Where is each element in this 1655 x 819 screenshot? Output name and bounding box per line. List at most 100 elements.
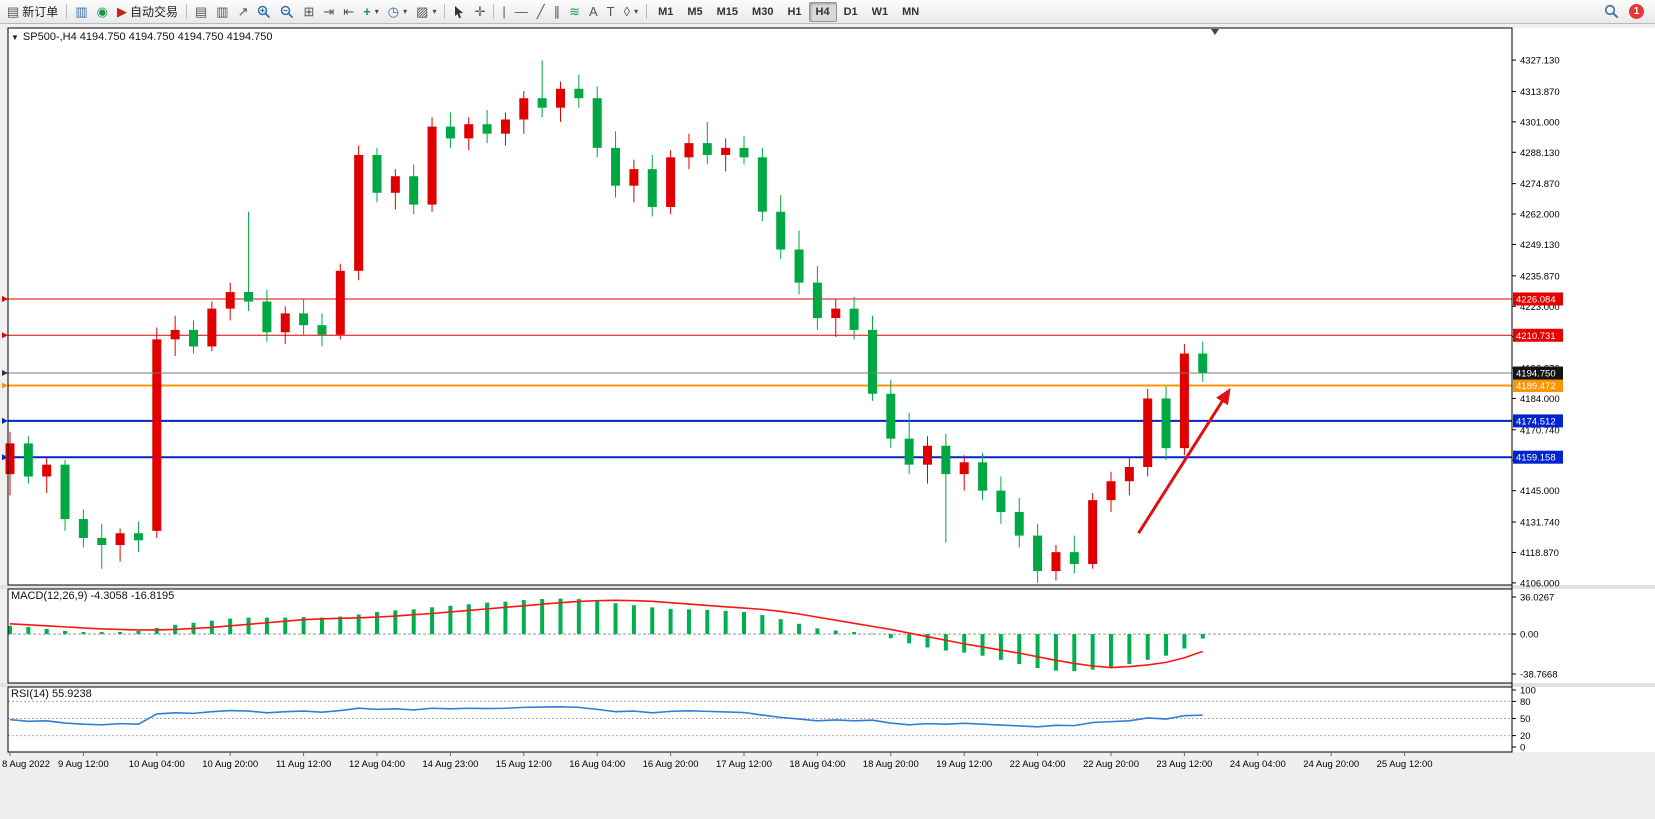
timeframe-h4[interactable]: H4 bbox=[808, 1, 837, 22]
chart-shift-marker[interactable] bbox=[1211, 29, 1219, 35]
timeframe-w1[interactable]: W1 bbox=[871, 5, 889, 18]
notification-badge[interactable]: 1 bbox=[1629, 4, 1644, 19]
svg-text:-38.7668: -38.7668 bbox=[1520, 670, 1558, 681]
toolbar-separator bbox=[444, 4, 446, 19]
chart-shift-button[interactable]: ⇤ bbox=[339, 2, 358, 22]
toolbar-separator bbox=[66, 4, 68, 19]
fibonacci-icon: ≋ bbox=[569, 4, 580, 19]
svg-text:23 Aug 12:00: 23 Aug 12:00 bbox=[1156, 759, 1212, 770]
candle-chart-icon: ▥ bbox=[216, 4, 229, 19]
vertical-line-button[interactable]: | bbox=[498, 2, 509, 22]
chevron-down-icon: ▾ bbox=[432, 7, 437, 16]
chevron-down-icon: ▾ bbox=[374, 7, 379, 16]
toolbar-separator bbox=[646, 4, 648, 19]
line-left-marker bbox=[2, 332, 8, 339]
svg-text:15 Aug 12:00: 15 Aug 12:00 bbox=[496, 759, 552, 770]
line-left-marker bbox=[2, 295, 8, 302]
search-icon[interactable] bbox=[1604, 4, 1619, 19]
channel-button[interactable]: ∥ bbox=[550, 2, 565, 22]
svg-text:9 Aug 12:00: 9 Aug 12:00 bbox=[58, 759, 109, 770]
svg-text:22 Aug 04:00: 22 Aug 04:00 bbox=[1010, 759, 1066, 770]
svg-text:16 Aug 04:00: 16 Aug 04:00 bbox=[569, 759, 625, 770]
line-chart-icon: ↗ bbox=[237, 4, 249, 19]
pane-separator[interactable] bbox=[0, 683, 1655, 687]
svg-text:10 Aug 04:00: 10 Aug 04:00 bbox=[129, 759, 185, 770]
toolbar-separator bbox=[185, 4, 187, 19]
indicators-button[interactable]: + ▾ bbox=[359, 2, 383, 22]
svg-text:36.0267: 36.0267 bbox=[1520, 593, 1554, 604]
horizontal-lines[interactable] bbox=[2, 295, 1512, 461]
svg-text:50: 50 bbox=[1520, 714, 1531, 725]
zoom-in-button[interactable] bbox=[253, 2, 275, 22]
line-left-marker bbox=[2, 454, 8, 461]
cursor-button[interactable] bbox=[449, 2, 469, 22]
svg-text:4106.000: 4106.000 bbox=[1520, 578, 1560, 589]
svg-text:4235.870: 4235.870 bbox=[1520, 271, 1560, 282]
bar-chart-icon: ▤ bbox=[194, 4, 208, 19]
rsi-line bbox=[9, 706, 1203, 728]
timeframe-m5[interactable]: M5 bbox=[687, 5, 703, 18]
zoom-out-button[interactable] bbox=[276, 2, 298, 22]
market-watch-button[interactable]: ▥ bbox=[71, 2, 91, 22]
timeframe-m1[interactable]: M1 bbox=[658, 5, 674, 18]
svg-text:4118.870: 4118.870 bbox=[1520, 548, 1559, 559]
auto-scroll-button[interactable]: ⇥ bbox=[319, 2, 338, 22]
crosshair-button[interactable]: ✛ bbox=[470, 2, 489, 22]
cursor-icon bbox=[455, 5, 464, 18]
shapes-button[interactable]: ◊ ▾ bbox=[620, 2, 642, 22]
auto-trading-icon: ▶ bbox=[116, 4, 127, 19]
pane-separator[interactable] bbox=[0, 585, 1655, 589]
svg-text:20: 20 bbox=[1520, 731, 1531, 742]
toolbar-separator bbox=[493, 4, 495, 19]
auto-trading-button[interactable]: ▶ 自动交易 bbox=[113, 2, 182, 22]
svg-text:4249.130: 4249.130 bbox=[1520, 240, 1560, 251]
svg-text:4301.000: 4301.000 bbox=[1520, 117, 1560, 128]
svg-text:4189.472: 4189.472 bbox=[1516, 381, 1556, 392]
svg-text:0.00: 0.00 bbox=[1520, 630, 1539, 641]
svg-text:4159.158: 4159.158 bbox=[1516, 453, 1556, 464]
periods-button[interactable]: ◷ ▾ bbox=[384, 2, 411, 22]
trend-arrow[interactable] bbox=[1137, 387, 1231, 535]
label-button[interactable]: T bbox=[603, 2, 619, 22]
bar-chart-button[interactable]: ▤ bbox=[191, 2, 211, 22]
new-order-label: 新订单 bbox=[22, 5, 59, 19]
navigator-button[interactable]: ◉ bbox=[93, 2, 112, 22]
svg-text:12 Aug 04:00: 12 Aug 04:00 bbox=[349, 759, 405, 770]
svg-text:14 Aug 23:00: 14 Aug 23:00 bbox=[422, 759, 478, 770]
indicators-plus-icon: + bbox=[363, 4, 371, 19]
candle-chart-button[interactable]: ▥ bbox=[212, 2, 232, 22]
fibonacci-button[interactable]: ≋ bbox=[565, 2, 584, 22]
trendline-button[interactable]: ╱ bbox=[533, 2, 549, 22]
vertical-line-icon: | bbox=[502, 4, 506, 19]
new-order-button[interactable]: ▤ 新订单 bbox=[3, 2, 62, 22]
timeframe-d1[interactable]: D1 bbox=[843, 5, 858, 18]
svg-text:11 Aug 12:00: 11 Aug 12:00 bbox=[276, 759, 331, 770]
svg-text:4145.000: 4145.000 bbox=[1520, 486, 1560, 497]
svg-text:16 Aug 20:00: 16 Aug 20:00 bbox=[643, 759, 699, 770]
template-icon: ▨ bbox=[416, 4, 429, 19]
candlesticks bbox=[5, 60, 1208, 583]
tile-windows-button[interactable]: ⊞ bbox=[299, 2, 318, 22]
timeframe-mn[interactable]: MN bbox=[902, 5, 920, 18]
timeframe-m30[interactable]: M30 bbox=[752, 5, 774, 18]
text-icon: A bbox=[589, 4, 598, 19]
line-left-marker bbox=[2, 382, 8, 389]
svg-text:4262.000: 4262.000 bbox=[1520, 210, 1560, 221]
svg-text:22 Aug 20:00: 22 Aug 20:00 bbox=[1083, 759, 1139, 770]
templates-button[interactable]: ▨ ▾ bbox=[412, 2, 440, 22]
svg-text:4194.750: 4194.750 bbox=[1516, 369, 1556, 380]
timeframe-m15[interactable]: M15 bbox=[716, 5, 739, 18]
crosshair-icon: ✛ bbox=[474, 4, 486, 19]
line-chart-button[interactable]: ↗ bbox=[234, 2, 253, 22]
channel-icon: ∥ bbox=[553, 4, 561, 19]
svg-text:4288.130: 4288.130 bbox=[1520, 148, 1560, 159]
navigator-icon: ◉ bbox=[96, 4, 108, 19]
horizontal-line-button[interactable]: — bbox=[511, 2, 532, 22]
zoom-in-icon bbox=[258, 5, 271, 18]
zoom-out-icon bbox=[281, 5, 294, 18]
timeframe-h1[interactable]: H1 bbox=[787, 5, 802, 18]
text-button[interactable]: A bbox=[585, 2, 602, 22]
clock-icon: ◷ bbox=[387, 4, 400, 19]
trendline-icon: ╱ bbox=[536, 4, 545, 19]
